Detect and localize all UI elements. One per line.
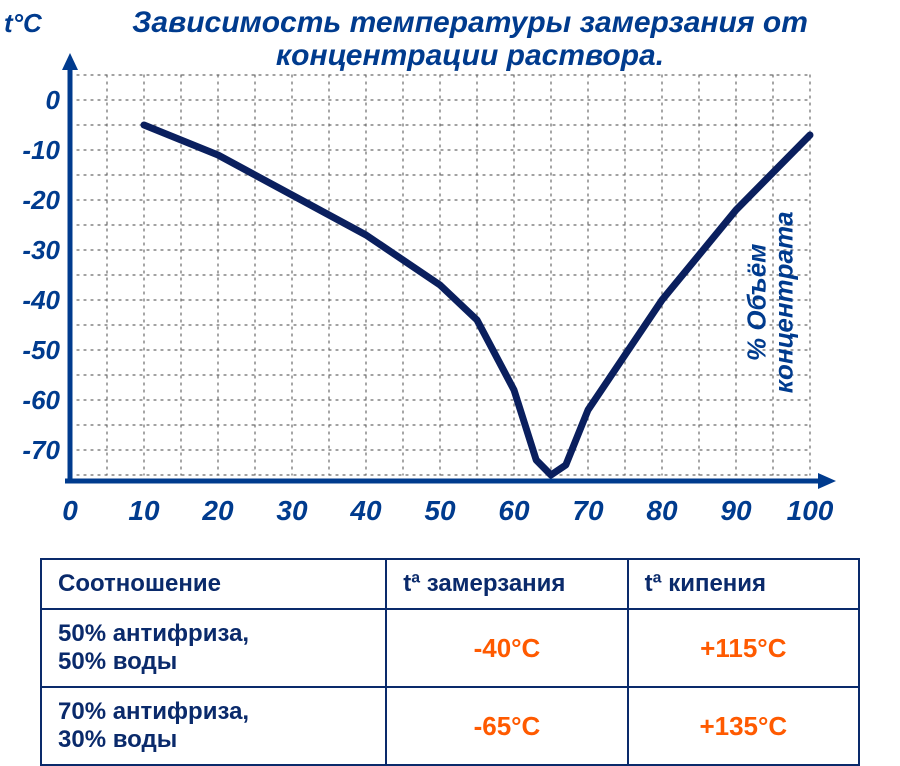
- y-tick-label: -70: [4, 435, 60, 466]
- y-tick-label: 0: [4, 85, 60, 116]
- table-row: 50% антифриза, 50% воды -40°C +115°C: [41, 609, 859, 687]
- freeze-cell: -65°C: [386, 687, 627, 765]
- data-table: Соотношение tª замерзания tª кипения 50%…: [40, 558, 860, 766]
- col-freeze-header: tª замерзания: [386, 559, 627, 609]
- col-ratio-header: Соотношение: [41, 559, 386, 609]
- ratio-line: 50% воды: [58, 648, 177, 675]
- x-tick-label: 40: [341, 495, 391, 527]
- y-tick-label: -20: [4, 185, 60, 216]
- ratio-line: 30% воды: [58, 726, 177, 753]
- x-tick-label: 100: [785, 495, 835, 527]
- right-label-line2: концентрата: [769, 211, 799, 393]
- y-tick-label: -60: [4, 385, 60, 416]
- x-tick-label: 50: [415, 495, 465, 527]
- y-axis-label: t°C: [4, 8, 42, 39]
- col-boil-header: tª кипения: [628, 559, 859, 609]
- y-tick-label: -30: [4, 235, 60, 266]
- x-tick-label: 30: [267, 495, 317, 527]
- table-row: 70% антифриза, 30% воды -65°C +135°C: [41, 687, 859, 765]
- chart-svg: [70, 75, 830, 545]
- figure-root: t°C Зависимость температуры замерзания о…: [0, 0, 900, 744]
- ratio-cell: 70% антифриза, 30% воды: [41, 687, 386, 765]
- x-tick-label: 80: [637, 495, 687, 527]
- table-header-row: Соотношение tª замерзания tª кипения: [41, 559, 859, 609]
- x-tick-label: 70: [563, 495, 613, 527]
- right-label-line1: % Объём: [742, 244, 772, 361]
- ratio-line: 50% антифриза,: [58, 620, 249, 647]
- ratio-cell: 50% антифриза, 50% воды: [41, 609, 386, 687]
- x-tick-label: 20: [193, 495, 243, 527]
- freeze-cell: -40°C: [386, 609, 627, 687]
- chart-title: Зависимость температуры замерзания от ко…: [100, 6, 840, 72]
- x-tick-label: 0: [45, 495, 95, 527]
- y-tick-label: -40: [4, 285, 60, 316]
- y-tick-label: -10: [4, 135, 60, 166]
- boil-cell: +135°C: [628, 687, 859, 765]
- x-tick-label: 90: [711, 495, 761, 527]
- boil-cell: +115°C: [628, 609, 859, 687]
- chart-plot-area: % Объём концентрата 0-10-20-30-40-50-60-…: [70, 75, 830, 485]
- x-tick-label: 10: [119, 495, 169, 527]
- right-axis-label: % Объём концентрата: [744, 211, 799, 393]
- ratio-line: 70% антифриза,: [58, 698, 249, 725]
- x-tick-label: 60: [489, 495, 539, 527]
- y-tick-label: -50: [4, 335, 60, 366]
